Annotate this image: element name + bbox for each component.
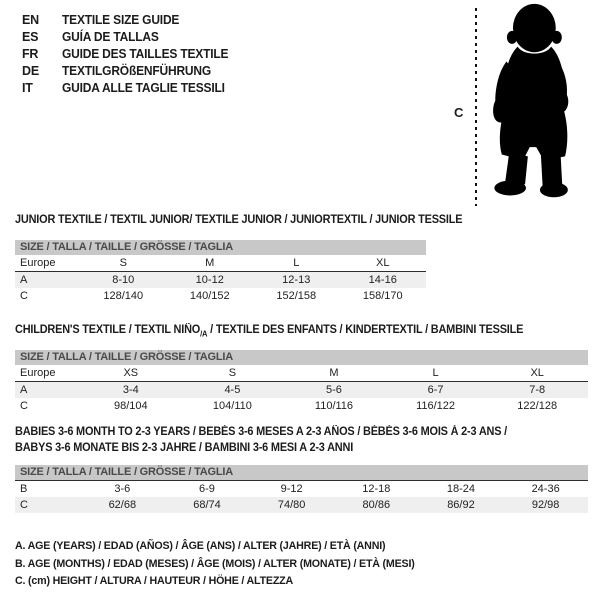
table-row-age: A 8-10 10-12 12-13 14-16 [15,271,426,288]
size-header-bar: SIZE / TALLA / TAILLE / GRÖSSE / TAGLIA [15,465,588,481]
value-cell: 8-10 [80,271,167,288]
row-label: C [20,400,28,412]
footnotes: A. AGE (YEARS) / EDAD (AÑOS) / ÂGE (ANS)… [15,538,427,591]
lang-row-en: EN TEXTILE SIZE GUIDE [22,12,235,29]
value-cell: 92/98 [503,497,588,513]
value-cell: 116/122 [416,400,456,412]
title-text: CHILDREN'S TEXTILE / TEXTIL NIÑO [15,324,201,336]
table-row-age-months: B 3-6 6-9 9-12 12-18 18-24 24-36 [15,481,588,497]
toddler-silhouette [493,3,569,198]
value-cell: 122/128 [517,400,558,412]
value-cell: 158/170 [362,290,403,302]
lang-title: GUIDE DES TAILLES TEXTILE [62,47,229,61]
section-title-children: CHILDREN'S TEXTILE / TEXTIL NIÑO/A / TEX… [15,322,523,342]
value-cell: 18-24 [446,483,476,495]
value-cell: 7-8 [486,381,588,398]
value-cell: 104/110 [212,400,252,412]
lang-row-it: IT GUIDA ALLE TAGLIE TESSILI [22,80,235,97]
value-cell: 98/104 [113,400,148,412]
row-label: C [20,290,28,302]
value-cell: 6-7 [384,381,487,398]
value-cell: 152/158 [276,290,317,302]
value-cell: 9-12 [280,483,303,495]
footnote-a: A. AGE (YEARS) / EDAD (AÑOS) / ÂGE (ANS)… [15,540,386,552]
size-header-bar: SIZE / TALLA / TAILLE / GRÖSSE / TAGLIA [15,240,426,255]
value-cell: 3-6 [114,483,131,495]
value-cell: 6-9 [199,483,215,495]
value-cell: 80/86 [333,497,419,513]
height-figure: C [440,0,600,215]
babies-size-table: SIZE / TALLA / TAILLE / GRÖSSE / TAGLIA … [15,465,588,513]
size-cell: S [80,255,167,272]
row-label: Europe [15,255,80,272]
row-label: C [15,497,80,513]
lang-title: GUIDA ALLE TAGLIE TESSILI [62,81,225,95]
title-line-1: BABIES 3-6 MONTH TO 2-3 YEARS / BEBÉS 3-… [15,426,508,438]
lang-row-de: DE TEXTILGRÖßENFÜHRUNG [22,63,235,80]
title-subscript: /A [200,329,208,339]
lang-code: ES [22,30,39,44]
lang-title: TEXTILE SIZE GUIDE [62,13,180,27]
title-line-2: BABYS 3-6 MONATE BIS 2-3 JAHRE / BAMBINI… [15,442,354,454]
value-cell: 68/74 [164,497,250,513]
section-title-babies: BABIES 3-6 MONTH TO 2-3 YEARS / BEBÉS 3-… [15,424,507,456]
row-label: B [20,483,28,495]
table-row-age: A 3-4 4-5 5-6 6-7 7-8 [15,381,588,398]
section-title-junior: JUNIOR TEXTILE / TEXTIL JUNIOR/ TEXTILE … [15,214,463,226]
value-cell: 24-36 [531,483,560,495]
value-cell: 74/80 [249,497,334,513]
size-cell: XL [339,255,426,272]
table-row-height: C 128/140 140/152 152/158 158/170 [15,288,426,304]
footnote-c: C. (cm) HEIGHT / ALTURA / HAUTEUR / HÖHE… [15,575,293,587]
table-row-europe: Europe S M L XL [15,255,426,272]
footnote-b: B. AGE (MONTHS) / EDAD (MESES) / ÂGE (MO… [15,557,415,570]
table-row-europe: Europe XS S M L XL [15,365,588,382]
table-row-height: C 62/68 68/74 74/80 80/86 86/92 92/98 [15,497,588,513]
height-label-c: C [454,105,464,120]
size-cell: L [253,255,340,272]
value-cell: 128/140 [103,290,144,302]
toddler-silhouette-icon [475,3,569,206]
value-cell: 12-13 [253,271,340,288]
size-header-bar: SIZE / TALLA / TAILLE / GRÖSSE / TAGLIA [15,350,588,365]
value-cell: 10-12 [166,271,253,288]
language-header: EN TEXTILE SIZE GUIDE ES GUÍA DE TALLAS … [22,12,235,97]
table-row-height: C 98/104 104/110 110/116 116/122 122/128 [15,398,588,414]
lang-row-es: ES GUÍA DE TALLAS [22,29,235,46]
size-cell: M [283,365,385,382]
lang-code: DE [22,64,39,78]
lang-code: IT [22,81,33,95]
value-cell: 86/92 [418,497,504,513]
row-label: A [15,381,80,398]
junior-size-table: SIZE / TALLA / TAILLE / GRÖSSE / TAGLIA … [15,240,426,304]
value-cell: 4-5 [181,381,284,398]
value-cell: 12-18 [362,483,391,495]
lang-code: EN [22,13,39,27]
lang-title: GUÍA DE TALLAS [62,30,159,44]
lang-title: TEXTILGRÖßENFÜHRUNG [62,64,212,78]
value-cell: 3-4 [80,381,182,398]
value-cell: 5-6 [283,381,385,398]
size-cell: L [384,365,487,382]
size-cell: S [181,365,284,382]
value-cell: 14-16 [339,271,426,288]
row-label: Europe [15,365,80,382]
size-cell: XS [80,365,182,382]
row-label: A [15,271,80,288]
lang-row-fr: FR GUIDE DES TAILLES TEXTILE [22,46,235,63]
lang-code: FR [22,47,39,61]
children-size-table: SIZE / TALLA / TAILLE / GRÖSSE / TAGLIA … [15,350,588,414]
size-cell: M [166,255,253,272]
value-cell: 62/68 [80,497,165,513]
value-cell: 140/152 [189,290,230,302]
value-cell: 110/116 [314,400,354,412]
size-cell: XL [486,365,588,382]
title-text: / TEXTILE DES ENFANTS / KINDERTEXTIL / B… [207,324,524,336]
